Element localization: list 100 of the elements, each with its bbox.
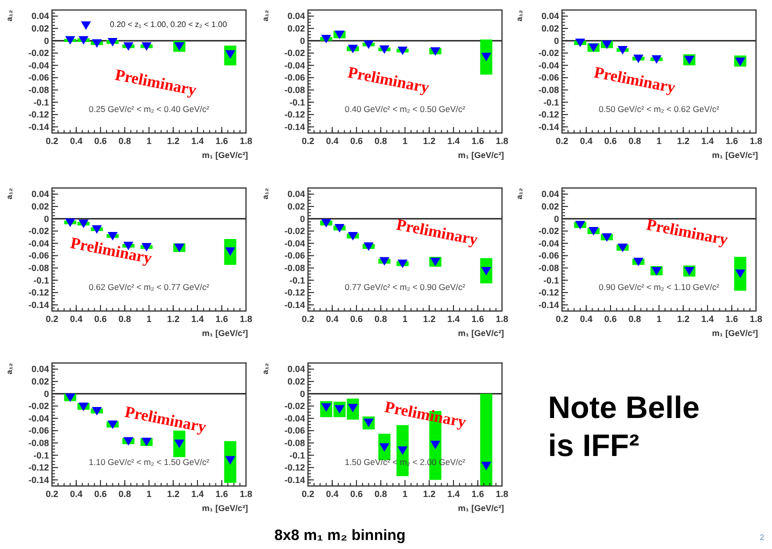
x-tick-label: 0.8: [628, 136, 642, 146]
x-tick-label: 1.8: [496, 136, 508, 146]
y-axis-title: a₁₂: [5, 10, 14, 22]
x-tick-label: 0.6: [94, 489, 107, 499]
x-tick-label: 1.8: [240, 136, 252, 146]
x-tick-label: 1.2: [422, 489, 436, 499]
x-tick-label: 1.6: [471, 136, 484, 146]
y-tick-label: -0.04: [284, 60, 305, 70]
x-tick-label: 1.4: [191, 136, 204, 146]
y-tick-label: -0.1: [543, 97, 559, 108]
y-tick-label: -0.02: [28, 48, 49, 58]
x-tick-label: 0.4: [70, 136, 83, 146]
y-tick-label: 0.04: [287, 364, 305, 374]
y-tick-label: -0.08: [28, 438, 49, 448]
x-tick-label: 1.6: [725, 314, 738, 324]
y-tick-label: 0: [300, 388, 305, 399]
x-tick-label: 0.2: [302, 314, 314, 324]
point: [142, 42, 152, 51]
y-tick-label: 0.02: [31, 201, 49, 212]
y-tick-label: -0.06: [284, 250, 305, 261]
y-tick-label: -0.14: [28, 300, 49, 310]
x-tick-label: 1.6: [215, 136, 228, 146]
annotation: 0.62 GeV/c² < m₂ < 0.77 GeV/c²: [88, 282, 210, 292]
y-tick-label: -0.08: [28, 262, 49, 273]
point: [633, 54, 644, 64]
y-tick-label: -0.08: [284, 262, 305, 273]
x-tick-label: 0.2: [302, 489, 314, 499]
point: [321, 403, 332, 412]
y-tick-label: -0.04: [284, 238, 305, 248]
x-tick-label: 1: [146, 489, 152, 499]
x-tick-label: 0.8: [374, 489, 388, 499]
y-tick-label: -0.12: [284, 462, 305, 473]
x-tick-label: 1.2: [166, 489, 180, 499]
y-tick-label: -0.1: [33, 97, 49, 108]
point: [321, 34, 332, 44]
y-axis-title: a₁₂: [5, 188, 14, 200]
annotation: 0.40 GeV/c² < m₂ < 0.50 GeV/c²: [344, 104, 466, 114]
point: [618, 46, 628, 54]
x-tick-label: 1.4: [447, 136, 460, 146]
x-tick-label: 0.6: [94, 314, 107, 324]
y-tick-label: -0.1: [33, 450, 49, 460]
y-tick-label: -0.12: [284, 288, 305, 298]
point: [379, 45, 390, 54]
x-tick-label: 1.6: [215, 489, 228, 499]
annotation: 0.25 GeV/c² < m₂ < 0.40 GeV/c²: [88, 104, 210, 114]
text: 2: [760, 533, 765, 542]
point: [174, 440, 184, 448]
point: [92, 39, 102, 48]
y-axis-title: a₁₂: [261, 362, 270, 374]
point: [65, 218, 76, 227]
point: [108, 38, 118, 46]
y-tick-label: -0.14: [284, 474, 305, 485]
y-tick-label: -0.04: [538, 238, 559, 248]
y-tick-label: -0.02: [538, 226, 559, 236]
x-tick-label: 0.4: [326, 489, 339, 499]
x-tick-label: 1.8: [496, 489, 508, 499]
x-tick-label: 1.6: [471, 314, 484, 324]
y-tick-label: -0.14: [284, 300, 305, 310]
y-tick-label: 0: [44, 214, 49, 224]
y-tick-label: -0.1: [33, 275, 49, 286]
y-axis-title: a₁₂: [261, 188, 270, 200]
x-axis-title: m₁ [GeV/c²]: [458, 328, 504, 338]
x-tick-label: 1.8: [750, 136, 762, 146]
point: [481, 267, 492, 276]
y-tick-label: 0: [44, 388, 49, 399]
y-tick-label: -0.02: [538, 48, 559, 58]
y-tick-label: 0.02: [541, 23, 559, 34]
x-tick-label: 0.4: [70, 314, 83, 324]
y-tick-label: 0: [554, 214, 559, 224]
x-axis-title: m₁ [GeV/c²]: [458, 503, 504, 513]
x-tick-label: 1.2: [676, 314, 690, 324]
y-tick-label: 0.04: [31, 189, 49, 200]
x-tick-label: 1.4: [701, 136, 714, 146]
y-tick-label: -0.08: [538, 262, 559, 273]
y-tick-label: 0: [554, 36, 559, 46]
y-tick-label: -0.08: [284, 438, 305, 448]
annotation: 1.10 GeV/c² < m₂ < 1.50 GeV/c²: [88, 457, 210, 468]
y-tick-label: -0.06: [284, 426, 305, 436]
y-tick-label: -0.02: [284, 48, 305, 58]
x-tick-label: 0.2: [46, 314, 58, 324]
y-tick-label: 0.02: [541, 201, 559, 212]
x-tick-label: 0.6: [604, 136, 617, 146]
y-tick-label: -0.04: [538, 60, 559, 70]
y-tick-label: -0.1: [289, 275, 305, 286]
y-axis-title: a₁₂: [515, 188, 524, 200]
point: [225, 50, 236, 59]
x-tick-label: 1.4: [191, 489, 204, 499]
y-tick-label: 0.02: [287, 201, 305, 212]
point: [123, 42, 134, 51]
y-tick-label: -0.06: [284, 72, 305, 83]
x-tick-label: 0.6: [350, 489, 363, 499]
point: [65, 36, 76, 45]
point: [379, 443, 390, 452]
y-tick-label: -0.06: [28, 250, 49, 261]
x-tick-label: 0.2: [556, 314, 568, 324]
y-tick-label: -0.12: [538, 110, 559, 120]
point: [652, 55, 662, 64]
point: [364, 40, 374, 49]
annotation: 0.50 GeV/c² < m₂ < 0.62 GeV/c²: [598, 104, 720, 114]
x-tick-label: 0.4: [580, 136, 593, 146]
